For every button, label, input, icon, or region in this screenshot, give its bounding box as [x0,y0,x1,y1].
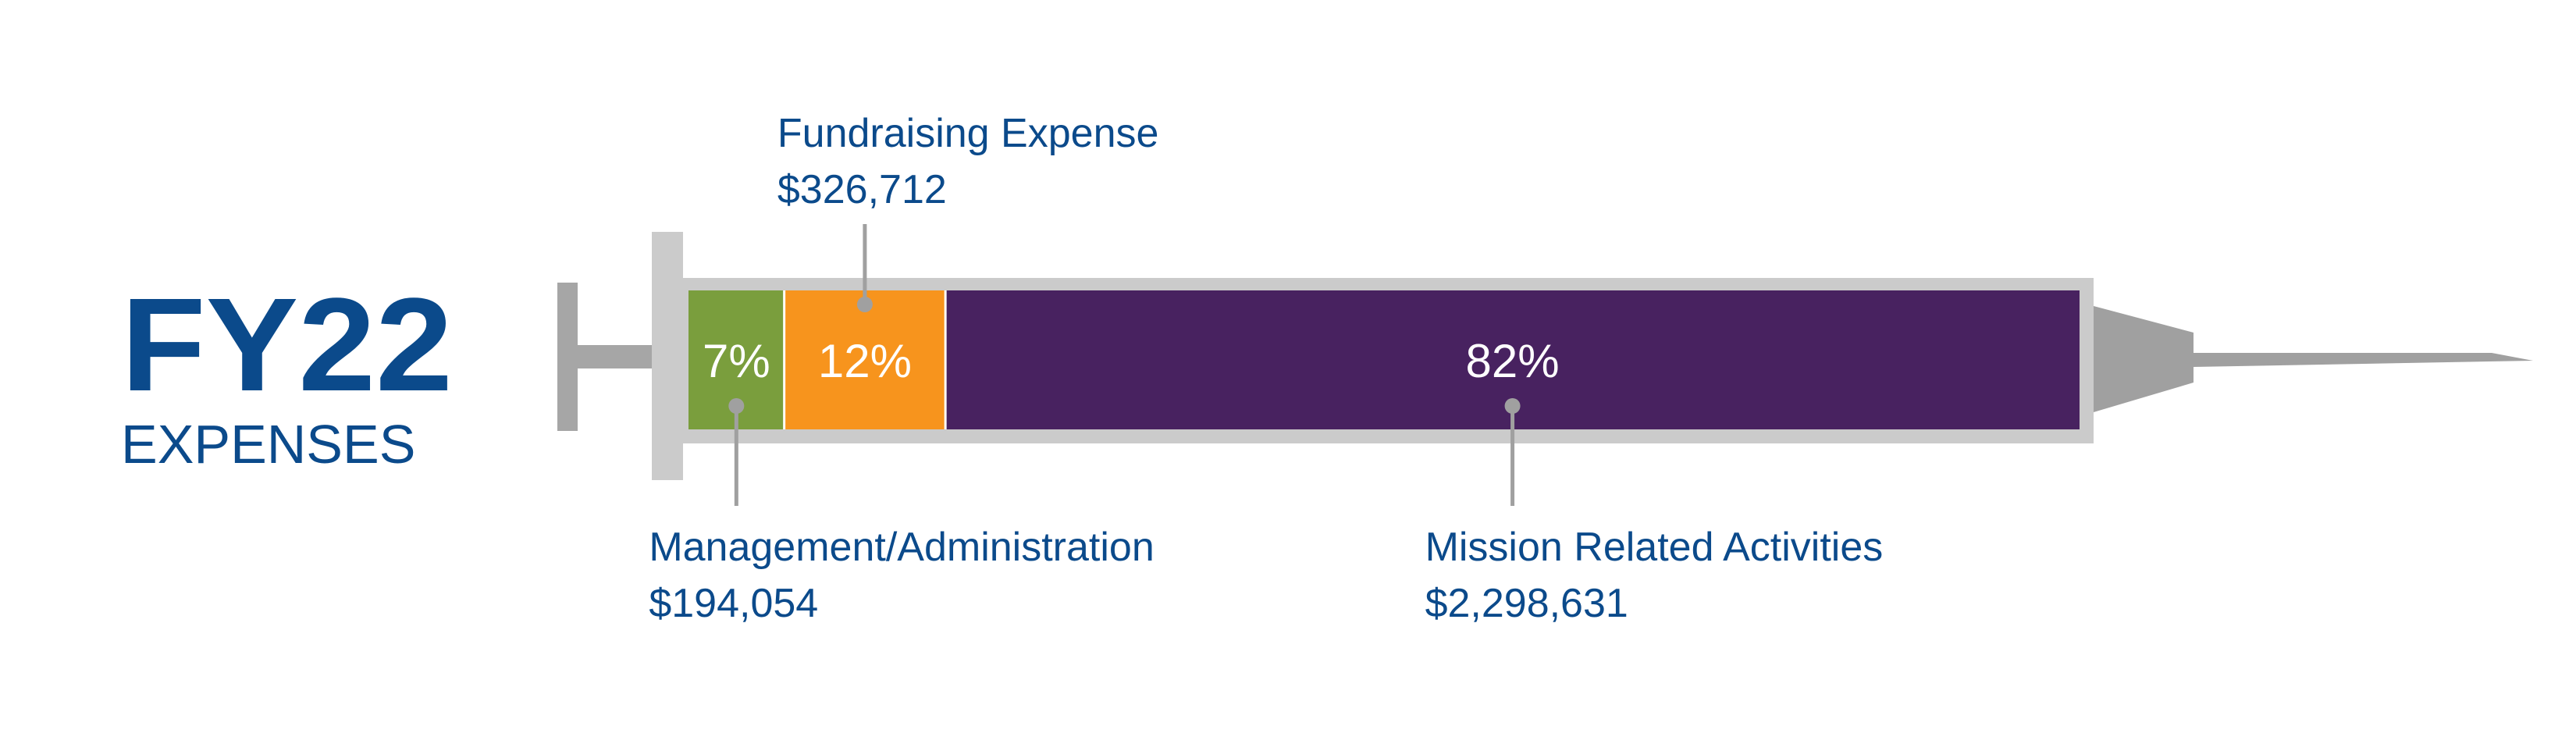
syringe-plunger-thumb [557,283,578,431]
segment-labels: 7% Management/Administration $194,054 12% Fu… [649,111,1883,626]
series-amount-mission-related-activities: $2,298,631 [1425,581,1628,626]
series-amount-fundraising-expense: $326,712 [777,167,947,212]
series-amount-management-administration: $194,054 [649,581,818,626]
leader-dot-fundraising-expense [856,297,873,312]
syringe-flange [652,232,683,480]
bar-segment-fundraising-expense [784,290,946,429]
chart-title: FY22 [121,271,453,419]
leader-dot-mission-related-activities [1504,398,1521,414]
syringe-hub [2094,306,2194,412]
series-name-fundraising-expense: Fundraising Expense [777,111,1159,156]
chart-subtitle: EXPENSES [121,414,415,475]
series-name-mission-related-activities: Mission Related Activities [1425,525,1884,570]
percent-label-mission-related-activities: 82% [1466,335,1560,387]
syringe-plunger-rod [578,345,656,368]
series-name-management-administration: Management/Administration [649,525,1154,570]
percent-label-management-administration: 7% [703,335,770,387]
syringe-needle [2194,353,2533,367]
leader-dot-management-administration [728,398,745,414]
percent-label-fundraising-expense: 12% [818,335,912,387]
